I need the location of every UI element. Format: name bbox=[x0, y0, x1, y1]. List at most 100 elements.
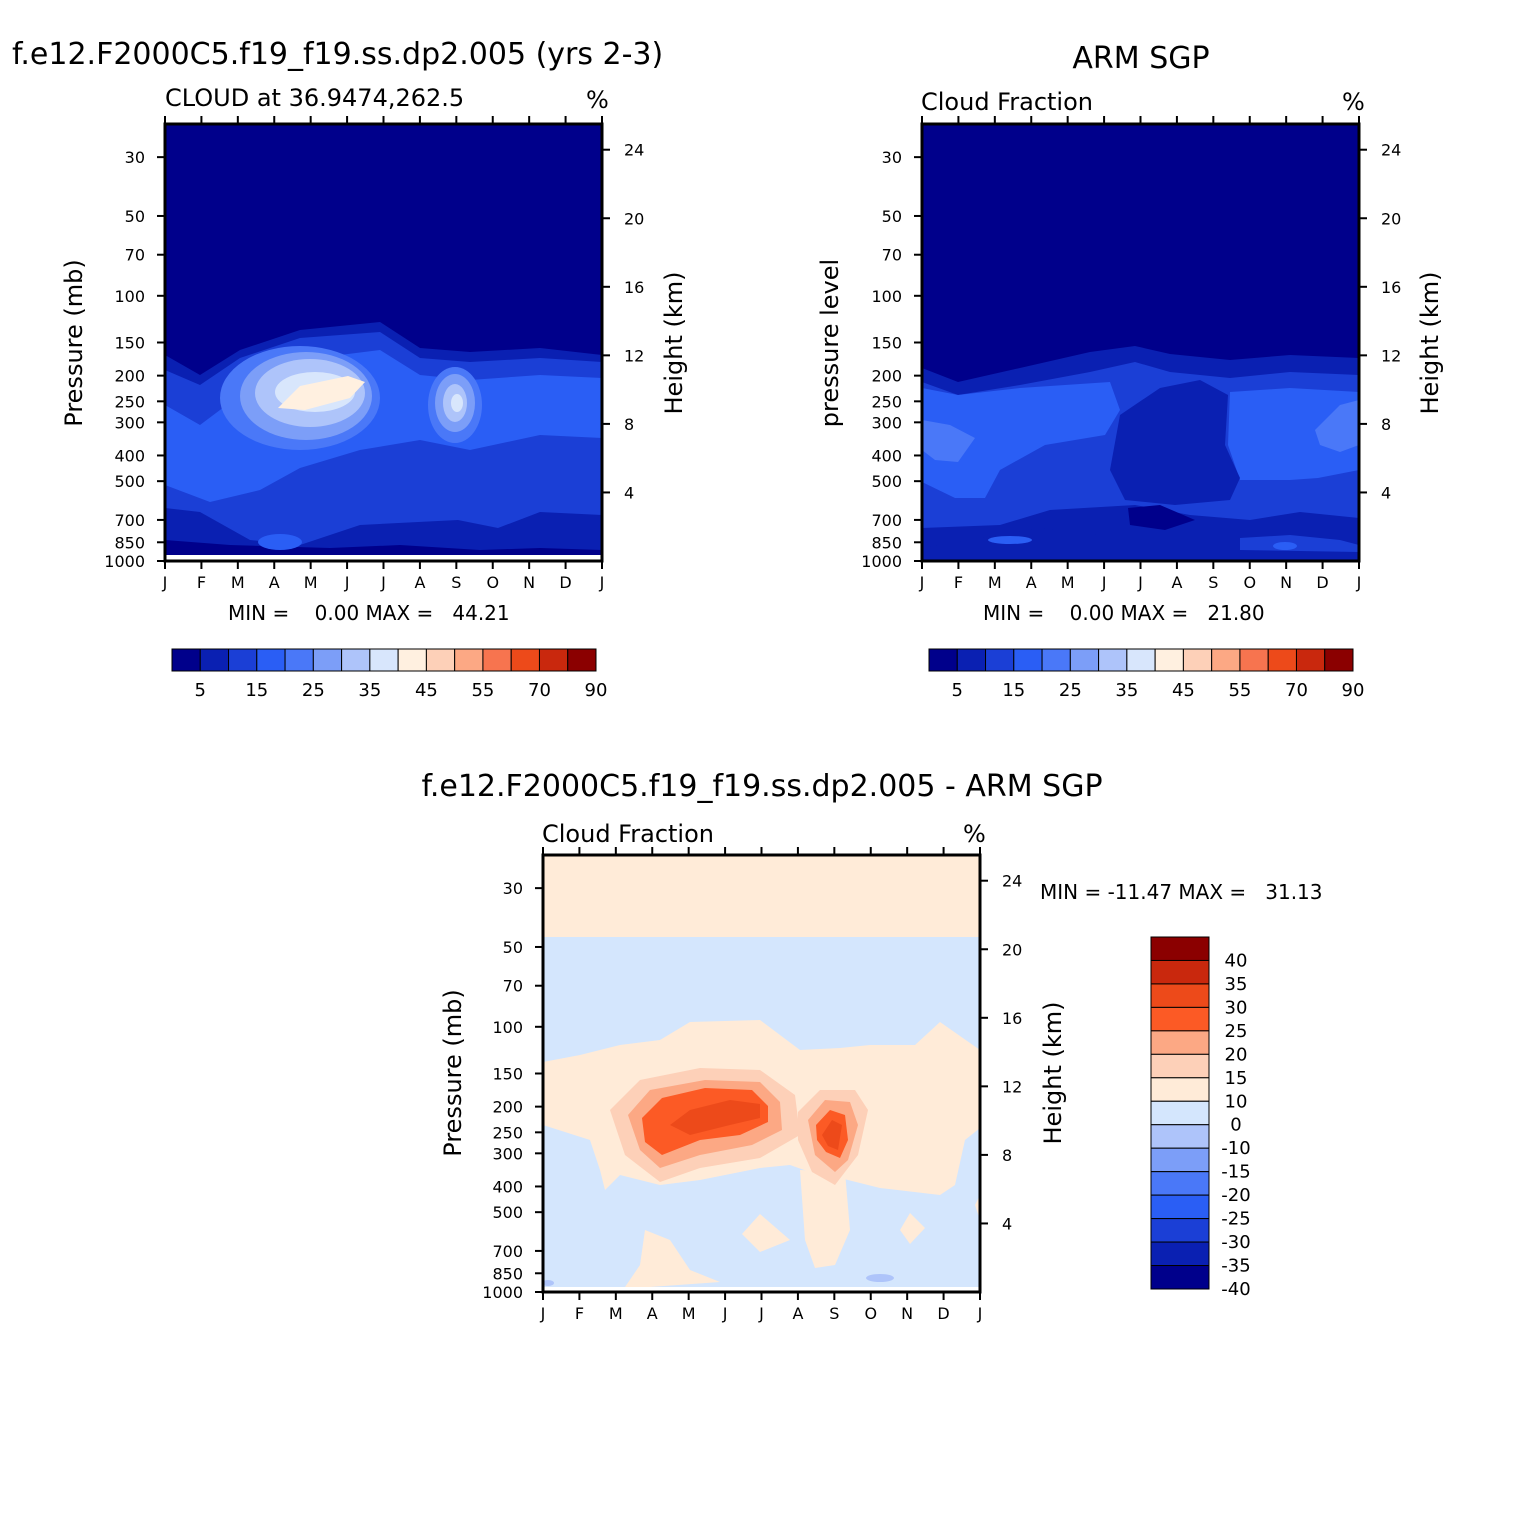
colorbar-swatch bbox=[538, 648, 569, 672]
y-tick-label: 100 bbox=[871, 287, 902, 306]
y-tick-label: 200 bbox=[492, 1098, 523, 1117]
x-tick-label: O bbox=[486, 573, 499, 592]
panel-obs-units: % bbox=[1342, 88, 1365, 116]
colorbar-label: -30 bbox=[1221, 1232, 1250, 1253]
colorbar-label: 90 bbox=[585, 680, 608, 701]
panel-diff-axes: J F M A M J J A S O N D J 30 50 70 100 150 200 250 300 400 500… bbox=[482, 847, 1022, 1323]
y-tick-label: 850 bbox=[492, 1264, 523, 1283]
y-tick-label: 150 bbox=[871, 334, 902, 353]
x-tick-label: S bbox=[451, 573, 461, 592]
panel-diff-units: % bbox=[963, 820, 986, 848]
colorbar-label: -20 bbox=[1221, 1185, 1250, 1206]
panel-obs: ARM SGP Cloud Fraction % J F M A M J J A S O N D J 30… bbox=[816, 41, 1444, 701]
colorbar-label: -40 bbox=[1221, 1279, 1250, 1300]
colorbar-swatch bbox=[1150, 1265, 1210, 1290]
x-tick-label: M bbox=[609, 1304, 623, 1323]
y-tick-label: 100 bbox=[114, 287, 145, 306]
y2-tick-label: 12 bbox=[1002, 1077, 1022, 1096]
y-tick-label: 100 bbox=[492, 1018, 523, 1037]
y2-tick-label: 8 bbox=[1381, 415, 1391, 434]
x-tick-label: N bbox=[1280, 573, 1292, 592]
colorbar-swatch bbox=[454, 648, 484, 672]
panel-obs-ylabel-left: pressure level bbox=[816, 259, 844, 427]
colorbar-swatch bbox=[1150, 1218, 1210, 1243]
colorbar-swatch bbox=[510, 648, 540, 672]
panel-obs-minmax: MIN = 0.00 MAX = 21.80 bbox=[983, 601, 1265, 625]
x-tick-label: J bbox=[1356, 573, 1362, 592]
colorbar-swatch bbox=[1150, 1147, 1210, 1173]
colorbar-swatch bbox=[312, 648, 343, 672]
colorbar-swatch bbox=[956, 648, 987, 672]
x-tick-label: M bbox=[988, 573, 1002, 592]
y-tick-label: 150 bbox=[492, 1065, 523, 1084]
colorbar-label: 35 bbox=[1225, 974, 1248, 995]
colorbar-label: 35 bbox=[358, 680, 381, 701]
y-tick-label: 150 bbox=[114, 334, 145, 353]
x-tick-label: F bbox=[954, 573, 963, 592]
y-tick-label: 50 bbox=[503, 938, 523, 957]
y-tick-label: 400 bbox=[871, 446, 902, 465]
x-tick-label: S bbox=[1208, 573, 1218, 592]
colorbar-swatch bbox=[1154, 648, 1184, 672]
x-tick-label: D bbox=[937, 1304, 949, 1323]
y-tick-label: 300 bbox=[871, 413, 902, 432]
colorbar-label: 15 bbox=[1002, 680, 1025, 701]
x-tick-label: J bbox=[380, 573, 386, 592]
y-tick-label: 400 bbox=[492, 1177, 523, 1196]
y-tick-label: 70 bbox=[882, 246, 902, 265]
y-tick-label: 30 bbox=[882, 148, 902, 167]
panel-model-ylabel-left: Pressure (mb) bbox=[60, 259, 88, 426]
colorbar-label: 35 bbox=[1115, 680, 1138, 701]
y-tick-label: 250 bbox=[492, 1123, 523, 1142]
colorbar-label: 15 bbox=[1225, 1068, 1248, 1089]
colorbar-swatch bbox=[1182, 648, 1213, 672]
y-tick-label: 300 bbox=[114, 413, 145, 432]
colorbar-swatch bbox=[1013, 648, 1043, 672]
y2-tick-label: 4 bbox=[1002, 1214, 1012, 1233]
colorbar-label: 20 bbox=[1225, 1044, 1248, 1065]
x-tick-label: J bbox=[344, 573, 350, 592]
colorbar-swatch bbox=[1150, 1030, 1210, 1055]
y-tick-label: 500 bbox=[492, 1203, 523, 1222]
y2-tick-label: 16 bbox=[1381, 278, 1401, 297]
y-tick-label: 30 bbox=[125, 148, 145, 167]
x-tick-label: D bbox=[1316, 573, 1328, 592]
x-tick-label: O bbox=[864, 1304, 877, 1323]
colorbar-swatch bbox=[1239, 648, 1269, 672]
colorbar-swatch bbox=[341, 648, 371, 672]
y2-tick-label: 12 bbox=[1381, 346, 1401, 365]
colorbar-swatch bbox=[1150, 1241, 1210, 1267]
colorbar-label: 55 bbox=[1228, 680, 1251, 701]
x-tick-label: A bbox=[269, 573, 280, 592]
colorbar-label: 25 bbox=[1059, 680, 1082, 701]
x-tick-label: J bbox=[1101, 573, 1107, 592]
colorbar-swatch bbox=[1150, 1124, 1210, 1149]
y-tick-label: 700 bbox=[492, 1242, 523, 1261]
y2-tick-label: 8 bbox=[624, 415, 634, 434]
x-tick-label: A bbox=[792, 1304, 803, 1323]
x-tick-label: S bbox=[829, 1304, 839, 1323]
y-tick-label: 850 bbox=[871, 533, 902, 552]
colorbar-swatch bbox=[1150, 1077, 1210, 1102]
colorbar-swatch bbox=[482, 648, 512, 672]
y-tick-label: 30 bbox=[503, 879, 523, 898]
x-tick-label: J bbox=[599, 573, 605, 592]
colorbar-swatch bbox=[171, 648, 201, 672]
colorbar-swatch bbox=[1150, 1006, 1210, 1032]
colorbar-swatch bbox=[1126, 648, 1156, 672]
panel-model-colorbar: 5 15 25 35 45 55 70 90 bbox=[171, 648, 608, 701]
panel-diff-minmax: MIN = -11.47 MAX = 31.13 bbox=[1040, 880, 1323, 904]
panel-obs-field bbox=[922, 124, 1359, 561]
y2-tick-label: 20 bbox=[1002, 940, 1022, 959]
y-tick-label: 500 bbox=[114, 472, 145, 491]
colorbar-swatch bbox=[1150, 1171, 1210, 1196]
y2-tick-label: 12 bbox=[624, 346, 644, 365]
panel-obs-left-title: Cloud Fraction bbox=[921, 88, 1093, 116]
colorbar-label: 25 bbox=[1225, 1021, 1248, 1042]
colorbar-swatch bbox=[1150, 959, 1210, 985]
colorbar-label: 40 bbox=[1225, 950, 1248, 971]
panel-diff-left-title: Cloud Fraction bbox=[542, 820, 714, 848]
colorbar-swatch bbox=[256, 648, 286, 672]
